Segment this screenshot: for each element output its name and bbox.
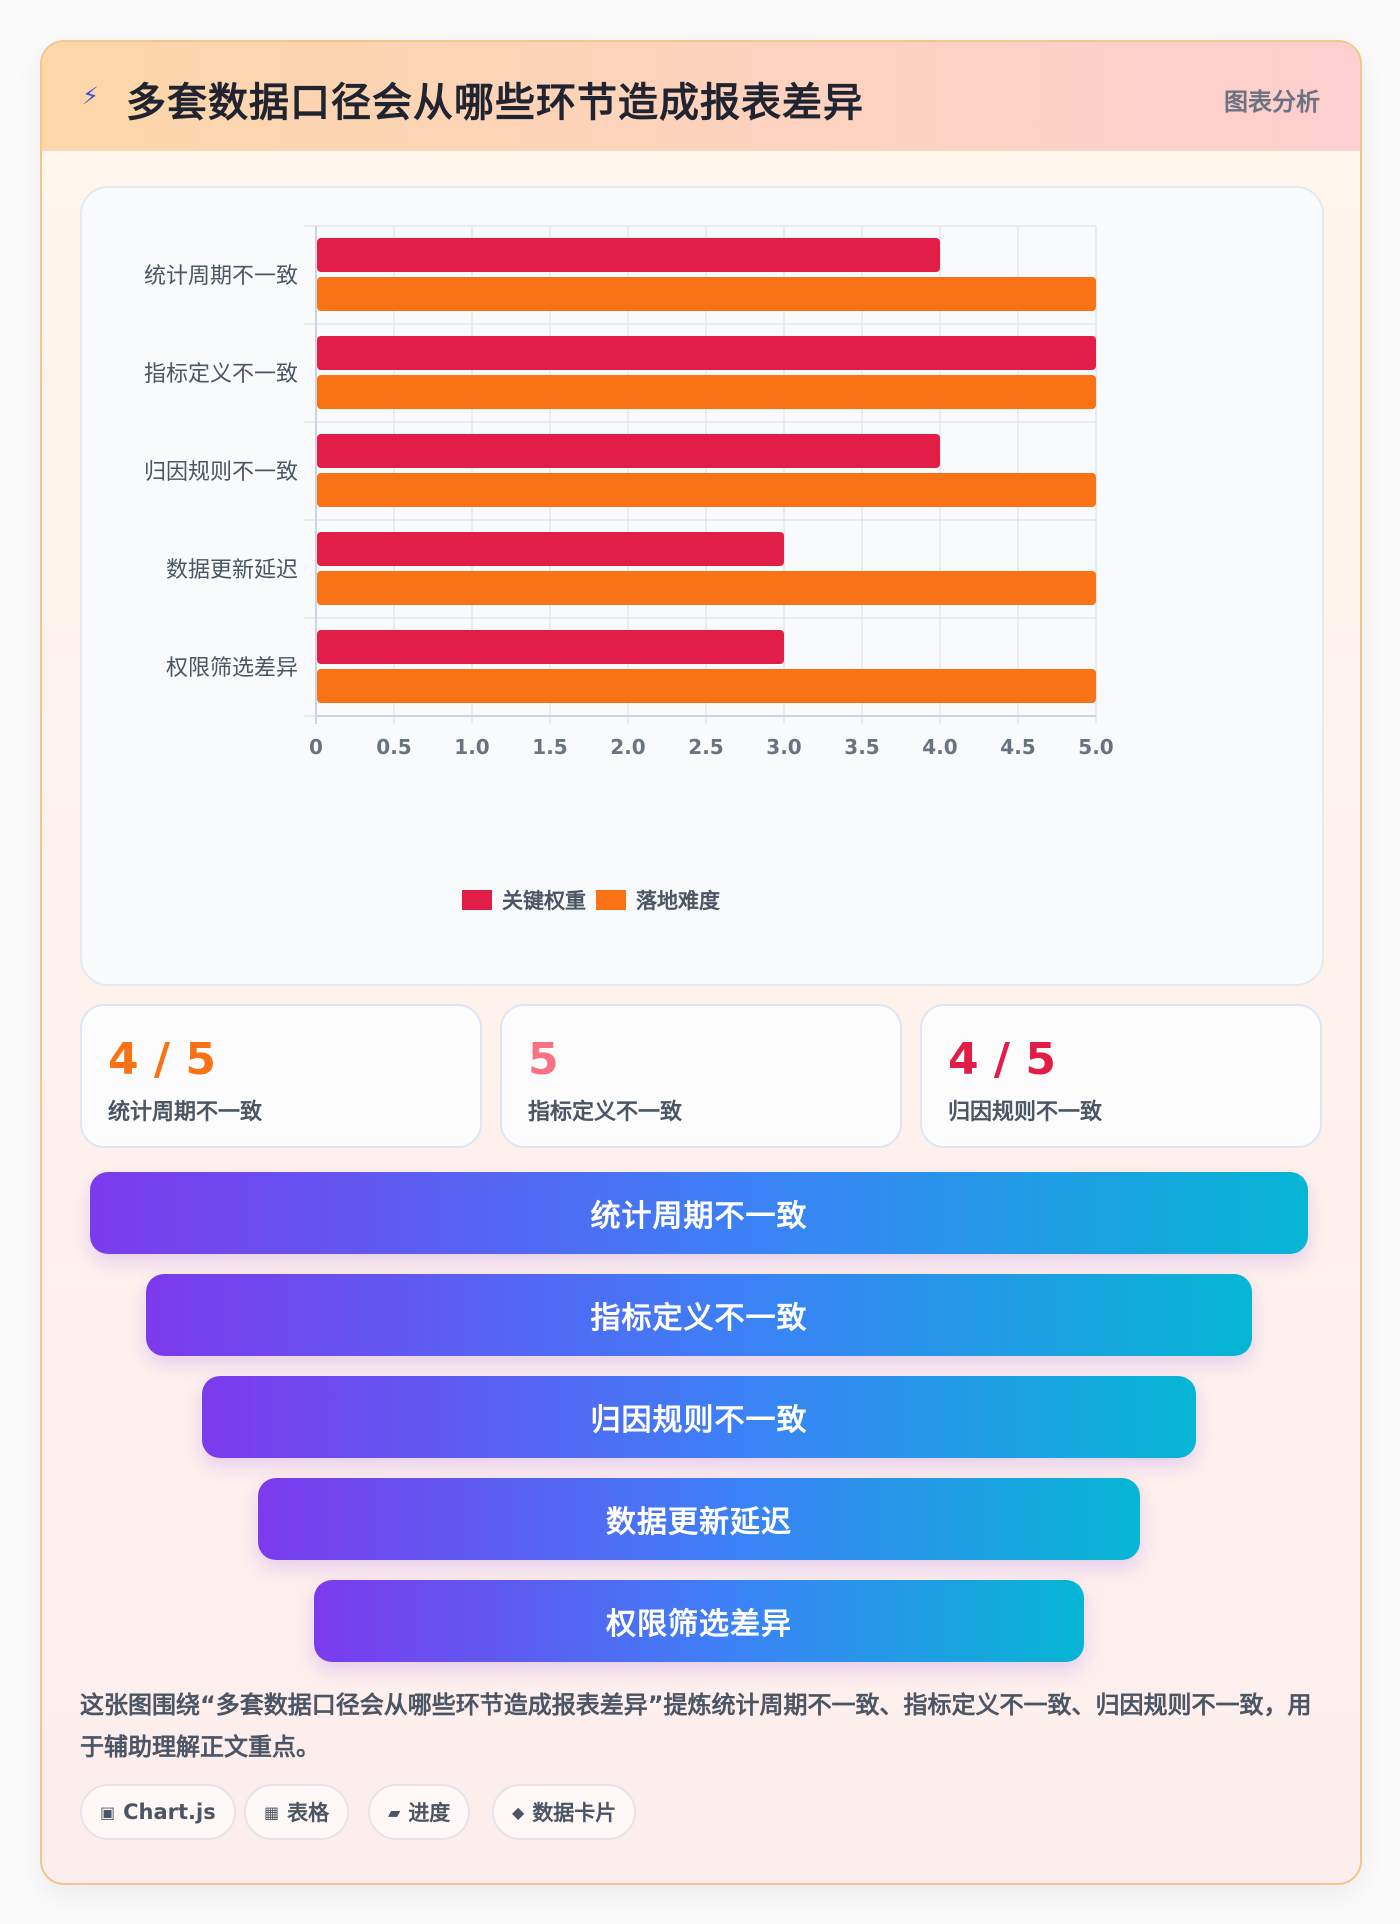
bar-weight bbox=[317, 532, 784, 566]
x-tick-label: 0.5 bbox=[376, 735, 411, 759]
y-category-label: 归因规则不一致 bbox=[144, 460, 298, 485]
x-tick-label: 0 bbox=[309, 735, 323, 759]
x-tick-label: 2.5 bbox=[688, 735, 723, 759]
main-card: ⚡ 多套数据口径会从哪些环节造成报表差异 图表分析 0 0.5 1.0 1.5 2.0 2… bbox=[40, 40, 1362, 1885]
x-tick-label: 4.0 bbox=[922, 735, 957, 759]
bar-weight bbox=[317, 336, 1096, 370]
table-icon: ▦ bbox=[264, 1802, 280, 1822]
chart-panel: 0 0.5 1.0 1.5 2.0 2.5 3.0 3.5 4.0 4.5 5.0 统计周期不一致 指标… bbox=[80, 186, 1324, 986]
funnel-step: 统计周期不一致 bbox=[90, 1172, 1308, 1254]
bar-weight bbox=[317, 238, 940, 272]
legend-swatch bbox=[596, 890, 626, 910]
x-tick-label: 4.5 bbox=[1000, 735, 1035, 759]
stat-card: 4 / 5 归因规则不一致 bbox=[920, 1004, 1322, 1148]
bar-difficulty bbox=[317, 669, 1096, 703]
stat-label: 归因规则不一致 bbox=[948, 1100, 1103, 1125]
stat-label: 统计周期不一致 bbox=[108, 1100, 263, 1125]
header-tag: 图表分析 bbox=[1224, 88, 1320, 116]
description: 这张图围绕“多套数据口径会从哪些环节造成报表差异”提炼统计周期不一致、指标定义不… bbox=[80, 1691, 1312, 1761]
stat-cards: 4 / 5 统计周期不一致 5 指标定义不一致 4 / 5 归因规则不一致 bbox=[80, 1004, 1322, 1148]
chip-label: 进度 bbox=[408, 1801, 451, 1825]
funnel-step: 数据更新延迟 bbox=[258, 1478, 1140, 1560]
legend-label: 落地难度 bbox=[636, 889, 720, 913]
bar-difficulty bbox=[317, 375, 1096, 409]
stat-card: 4 / 5 统计周期不一致 bbox=[80, 1004, 482, 1148]
stat-value: 5 bbox=[528, 1034, 559, 1085]
chip-label: 表格 bbox=[287, 1801, 330, 1825]
page-title: 多套数据口径会从哪些环节造成报表差异 bbox=[126, 80, 864, 126]
y-category-label: 指标定义不一致 bbox=[144, 362, 298, 387]
diamond-icon: ◆ bbox=[512, 1802, 525, 1822]
chip-table[interactable]: ▦ 表格 bbox=[244, 1784, 350, 1840]
funnel-step: 指标定义不一致 bbox=[146, 1274, 1252, 1356]
x-tick-label: 3.5 bbox=[844, 735, 879, 759]
stat-label: 指标定义不一致 bbox=[528, 1100, 683, 1125]
legend-swatch bbox=[462, 890, 492, 910]
y-category-label: 统计周期不一致 bbox=[144, 264, 298, 289]
stat-value: 4 / 5 bbox=[948, 1034, 1056, 1085]
x-tick-label: 1.5 bbox=[532, 735, 567, 759]
chip-chartjs[interactable]: ▣ Chart.js bbox=[80, 1784, 236, 1840]
chip-data-card[interactable]: ◆ 数据卡片 bbox=[492, 1784, 637, 1840]
legend-label: 关键权重 bbox=[502, 889, 586, 913]
square-icon: ▣ bbox=[100, 1802, 116, 1822]
funnel-step: 权限筛选差异 bbox=[314, 1580, 1084, 1662]
card-header: ⚡ 多套数据口径会从哪些环节造成报表差异 图表分析 bbox=[42, 42, 1360, 151]
x-tick-label: 1.0 bbox=[454, 735, 489, 759]
bar-weight bbox=[317, 630, 784, 664]
chip-label: Chart.js bbox=[123, 1800, 216, 1824]
chip-progress[interactable]: ▰ 进度 bbox=[368, 1784, 471, 1840]
funnel-step: 归因规则不一致 bbox=[202, 1376, 1196, 1458]
chip-label: 数据卡片 bbox=[532, 1801, 617, 1825]
stat-card: 5 指标定义不一致 bbox=[500, 1004, 902, 1148]
stat-value: 4 / 5 bbox=[108, 1034, 216, 1085]
x-tick-label: 3.0 bbox=[766, 735, 801, 759]
bar-chart: 0 0.5 1.0 1.5 2.0 2.5 3.0 3.5 4.0 4.5 5.0 统计周期不一致指标… bbox=[144, 225, 1114, 913]
x-tick-label: 2.0 bbox=[610, 735, 645, 759]
bar-weight bbox=[317, 434, 940, 468]
y-category-label: 数据更新延迟 bbox=[166, 558, 298, 583]
lightning-icon: ⚡ bbox=[82, 82, 99, 110]
bar-difficulty bbox=[317, 571, 1096, 605]
y-category-label: 权限筛选差异 bbox=[166, 656, 298, 681]
bar-difficulty bbox=[317, 473, 1096, 507]
x-tick-label: 5.0 bbox=[1078, 735, 1113, 759]
progress-icon: ▰ bbox=[388, 1802, 401, 1822]
bar-difficulty bbox=[317, 277, 1096, 311]
